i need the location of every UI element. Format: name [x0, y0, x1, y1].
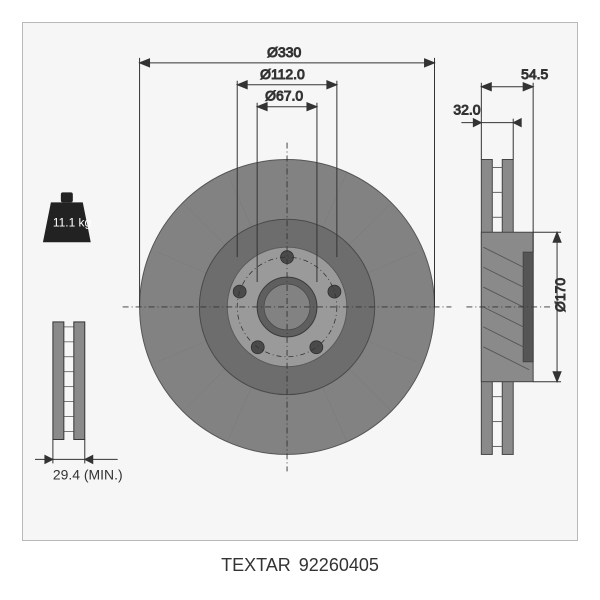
outer-diameter-label: Ø330 — [267, 44, 301, 60]
product-label-bar: TEXTAR 92260405 — [22, 550, 578, 580]
gauge-ticks — [64, 327, 74, 432]
gauge-plate — [53, 322, 64, 440]
bolt-hole — [310, 341, 323, 354]
technical-drawing: TEXTAR — [23, 23, 577, 540]
part-number-label: 92260405 — [299, 555, 379, 576]
min-thickness-gauge: 29.4 (MIN.) — [35, 322, 123, 482]
diagram-frame: TEXTAR — [22, 22, 578, 541]
hub-contact-dim: Ø170 — [533, 232, 568, 381]
hub-contact-label: Ø170 — [552, 278, 568, 312]
side-top-dimensions: 32.0 54.5 — [453, 66, 548, 252]
gauge-plate — [74, 322, 85, 440]
weight-icon-group: 11.1 kg — [43, 192, 91, 242]
bolt-circle-label: Ø112.0 — [260, 66, 305, 82]
side-view — [466, 160, 551, 455]
offset-label: 54.5 — [521, 66, 548, 82]
bolt-hole — [328, 285, 341, 298]
weight-label: 11.1 kg — [53, 215, 91, 229]
weight-handle — [61, 192, 73, 202]
total-thickness-label: 32.0 — [453, 102, 480, 118]
brand-label: TEXTAR — [221, 555, 291, 576]
center-bore-label: Ø67.0 — [265, 88, 303, 104]
min-thickness-label: 29.4 (MIN.) — [53, 466, 123, 482]
front-view — [123, 143, 452, 472]
